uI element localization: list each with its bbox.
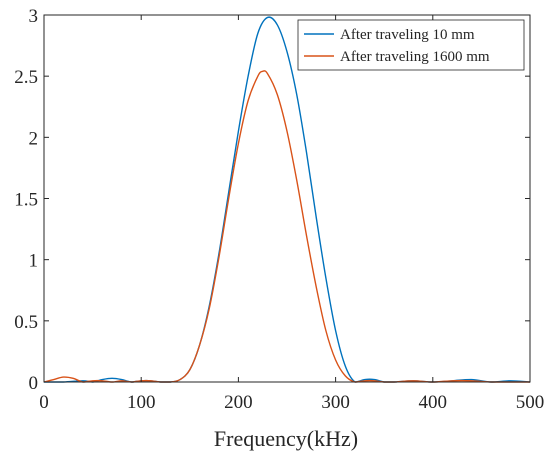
x-axis-label: Frequency(kHz) [214,426,358,451]
y-tick-label: 1 [29,251,39,272]
y-tick-label: 0 [29,373,39,394]
legend-label-1: After traveling 10 mm [340,27,475,43]
x-tick-label: 200 [224,392,253,413]
y-tick-label: 2 [29,128,39,149]
legend-label-2: After traveling 1600 mm [340,49,490,65]
x-tick-label: 500 [516,392,545,413]
y-tick-label: 3 [29,6,39,27]
x-tick-label: 0 [39,392,49,413]
y-tick-label: 1.5 [14,190,38,211]
x-tick-label: 400 [419,392,448,413]
plot-area [44,15,530,382]
legend-box [297,19,525,71]
x-tick-label: 300 [321,392,350,413]
y-tick-label: 0.5 [14,312,38,333]
y-tick-label: 2.5 [14,67,38,88]
x-tick-label: 100 [127,392,156,413]
